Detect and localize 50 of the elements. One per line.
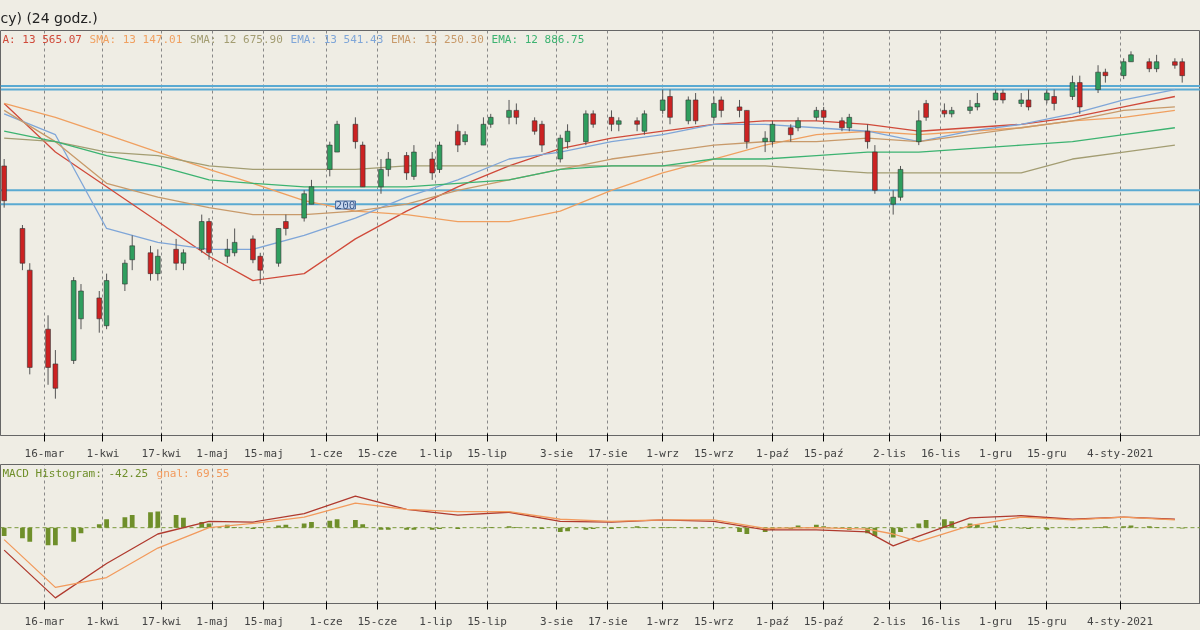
x-tick-label: 15-wrz	[694, 446, 734, 460]
x-tick-label: 1-cze	[309, 446, 343, 460]
x-tick-label: 15-paź	[803, 614, 844, 628]
x-tick-label: 1-maj	[196, 446, 230, 460]
x-tick-label: 17-sie	[587, 614, 628, 628]
x-tick-label: 15-gru	[1026, 446, 1067, 460]
text: EMA: 13 250.30	[391, 32, 484, 46]
text: MACD Histogram: -42.25	[2, 466, 149, 480]
x-tick-label: 15-gru	[1026, 614, 1067, 628]
x-tick-label: 15-maj	[244, 446, 284, 460]
text: EMA: 13 541.43	[290, 32, 384, 46]
x-tick-label: 1-cze	[309, 614, 343, 628]
x-tick-label: 17-sie	[587, 446, 628, 460]
x-tick-label: 4-sty-2021	[1086, 446, 1154, 460]
annotation: 200	[335, 199, 356, 212]
text: SMA: 12 675.90	[190, 32, 283, 46]
x-tick-label: 15-maj	[244, 614, 284, 628]
x-tick-label: 1-kwi	[86, 614, 120, 628]
x-tick-label: 15-paź	[803, 446, 844, 460]
x-tick-label: 15-lip	[467, 446, 507, 460]
chart-title: cy) (24 godz.)	[0, 9, 98, 26]
text: SMA: 13 147.01	[89, 32, 183, 46]
x-tick-label: 1-wrz	[646, 614, 680, 628]
x-tick-label: 1-maj	[196, 614, 230, 628]
text: gnal: 69.55	[156, 466, 230, 480]
x-tick-label: 1-paź	[755, 614, 790, 628]
text: A: 13 565.07	[2, 32, 82, 46]
text: EMA: 12 886.75	[491, 32, 585, 46]
x-tick-label: 3-sie	[540, 614, 574, 628]
x-tick-label: 15-wrz	[694, 614, 734, 628]
x-tick-label: 1-lip	[419, 446, 453, 460]
x-tick-label: 15-lip	[467, 614, 507, 628]
x-tick-label: 3-sie	[540, 446, 574, 460]
x-tick-label: 16-mar	[24, 614, 65, 628]
x-tick-label: 1-gru	[979, 446, 1013, 460]
x-tick-label: 1-gru	[979, 614, 1013, 628]
x-tick-label: 2-lis	[872, 446, 907, 460]
x-tick-label: 16-mar	[24, 446, 65, 460]
x-tick-label: 17-kwi	[141, 614, 182, 628]
x-tick-label: 16-lis	[920, 446, 961, 460]
x-tick-label: 1-kwi	[86, 446, 120, 460]
x-tick-label: 1-lip	[419, 614, 453, 628]
x-tick-label: 2-lis	[872, 614, 907, 628]
x-tick-label: 16-lis	[920, 614, 961, 628]
x-tick-label: 15-cze	[357, 614, 398, 628]
x-tick-label: 1-wrz	[646, 446, 680, 460]
x-tick-label: 17-kwi	[141, 446, 182, 460]
x-tick-label: 4-sty-2021	[1086, 614, 1154, 628]
x-tick-label: 15-cze	[357, 446, 398, 460]
x-tick-label: 1-paź	[755, 446, 790, 460]
